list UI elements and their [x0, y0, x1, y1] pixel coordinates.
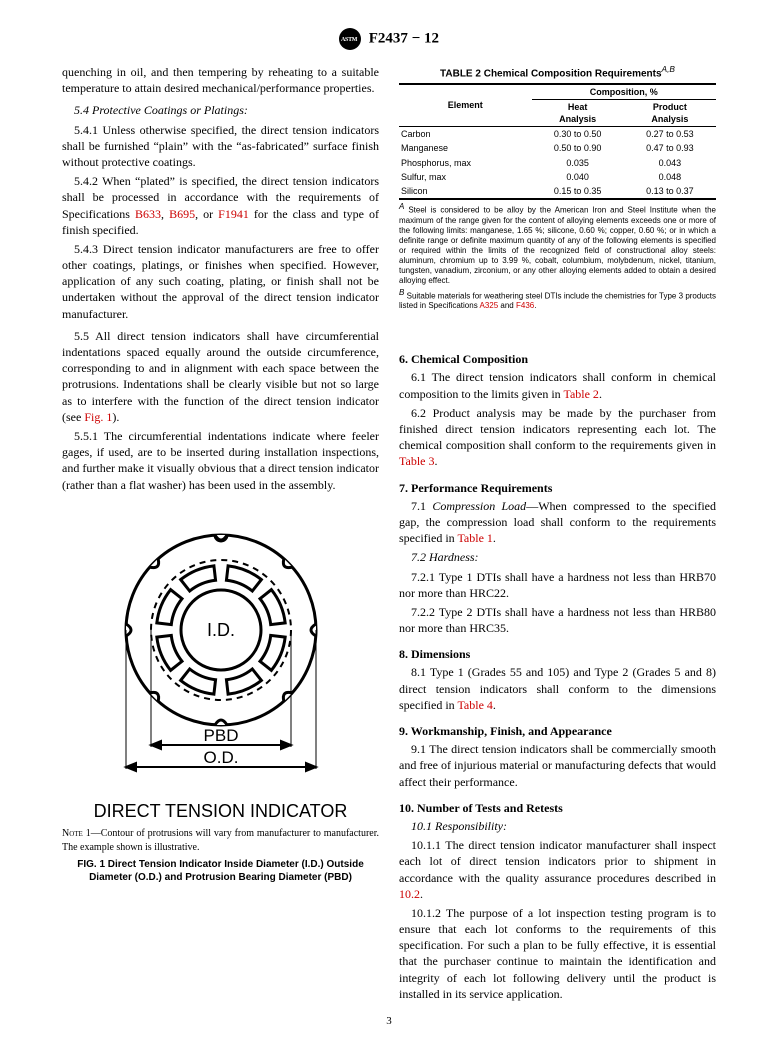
designation: F2437 − 12 — [369, 30, 439, 46]
heading-6: 6. Chemical Composition — [399, 351, 716, 367]
ref-F1941[interactable]: F1941 — [218, 207, 249, 221]
table-row: Phosphorus, max0.0350.043 — [399, 156, 716, 170]
ref-F436[interactable]: F436 — [516, 301, 534, 310]
para-7-2-1: 7.2.1 Type 1 DTIs shall have a hardness … — [399, 569, 716, 601]
th-composition: Composition, % — [532, 84, 717, 100]
doc-header: F2437 − 12 — [62, 28, 716, 50]
table2-title: TABLE 2 Chemical Composition Requirement… — [399, 64, 716, 81]
para-7-2: 7.2 Hardness: — [399, 549, 716, 565]
ref-table2[interactable]: Table 2 — [563, 387, 598, 401]
para-10-1: 10.1 Responsibility: — [399, 818, 716, 834]
para-7-2-2: 7.2.2 Type 2 DTIs shall have a hardness … — [399, 604, 716, 636]
para-5-4-3: 5.4.3 Direct tension indicator manufactu… — [62, 241, 379, 322]
heading-10: 10. Number of Tests and Retests — [399, 800, 716, 816]
heading-9: 9. Workmanship, Finish, and Appearance — [399, 723, 716, 739]
heading-7: 7. Performance Requirements — [399, 480, 716, 496]
label-od: O.D. — [203, 748, 238, 767]
para-7-1: 7.1 Compression Load—When compressed to … — [399, 498, 716, 547]
para-5-5-1: 5.5.1 The circumferential indentations i… — [62, 428, 379, 493]
figure-note: Note 1—Contour of protrusions will vary … — [62, 827, 379, 854]
ref-A325[interactable]: A325 — [480, 301, 499, 310]
table2: Element Composition, % HeatAnalysis Prod… — [399, 83, 716, 200]
ref-B695[interactable]: B695 — [169, 207, 195, 221]
ref-table1[interactable]: Table 1 — [457, 531, 492, 545]
label-id: I.D. — [206, 620, 234, 640]
para-5-5: 5.5 All direct tension indicators shall … — [62, 328, 379, 425]
para-quenching: quenching in oil, and then tempering by … — [62, 64, 379, 96]
th-heat: HeatAnalysis — [532, 99, 624, 126]
para-6-2: 6.2 Product analysis may be made by the … — [399, 405, 716, 470]
two-column-layout: quenching in oil, and then tempering by … — [62, 64, 716, 1005]
para-6-1: 6.1 The direct tension indicators shall … — [399, 369, 716, 401]
label-pbd: PBD — [203, 726, 238, 745]
ref-fig1[interactable]: Fig. 1 — [84, 410, 112, 424]
ref-table3[interactable]: Table 3 — [399, 454, 434, 468]
figure-caption: FIG. 1 Direct Tension Indicator Inside D… — [62, 858, 379, 884]
table2-note-a: A Steel is considered to be alloy by the… — [399, 202, 716, 286]
table-row: Manganese0.50 to 0.900.47 to 0.93 — [399, 141, 716, 155]
para-8-1: 8.1 Type 1 (Grades 55 and 105) and Type … — [399, 664, 716, 713]
ref-B633[interactable]: B633 — [135, 207, 161, 221]
th-element: Element — [399, 84, 532, 127]
figure-title: DIRECT TENSION INDICATOR — [62, 799, 379, 823]
dti-diagram-icon: I.D. PBD O.D. — [91, 515, 351, 785]
para-5-4-2: 5.4.2 When “plated” is specified, the di… — [62, 173, 379, 238]
left-column: quenching in oil, and then tempering by … — [62, 64, 379, 1005]
table-row: Silicon0.15 to 0.350.13 to 0.37 — [399, 184, 716, 199]
figure-1: I.D. PBD O.D. — [62, 515, 379, 789]
ref-table4[interactable]: Table 4 — [457, 698, 492, 712]
ref-10-2[interactable]: 10.2 — [399, 887, 420, 901]
para-9-1: 9.1 The direct tension indicators shall … — [399, 741, 716, 790]
table2-note-b: B Suitable materials for weathering stee… — [399, 288, 716, 312]
para-5-4-1: 5.4.1 Unless otherwise specified, the di… — [62, 122, 379, 171]
right-column: TABLE 2 Chemical Composition Requirement… — [399, 64, 716, 1005]
astm-logo-icon — [339, 28, 361, 50]
para-10-1-1: 10.1.1 The direct tension indicator manu… — [399, 837, 716, 902]
heading-8: 8. Dimensions — [399, 646, 716, 662]
para-10-1-2: 10.1.2 The purpose of a lot inspection t… — [399, 905, 716, 1002]
table-row: Carbon0.30 to 0.500.27 to 0.53 — [399, 127, 716, 142]
th-product: ProductAnalysis — [624, 99, 716, 126]
page-number: 3 — [0, 1014, 778, 1029]
table-row: Sulfur, max0.0400.048 — [399, 170, 716, 184]
heading-5-4: 5.4 Protective Coatings or Platings: — [62, 102, 379, 118]
